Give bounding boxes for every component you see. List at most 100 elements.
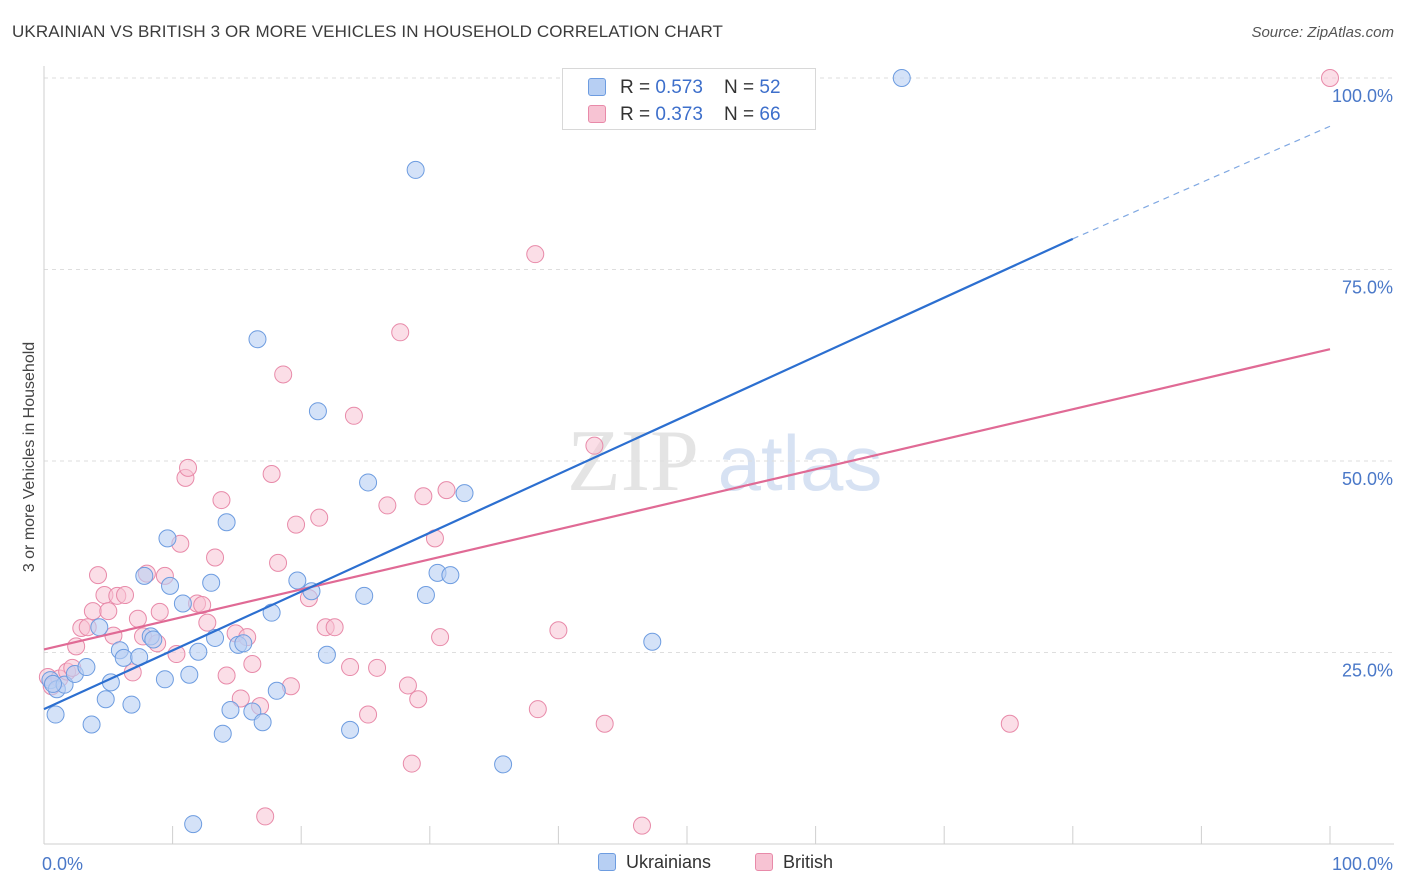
ukrainian-point [416, 586, 435, 605]
british-point [256, 807, 275, 826]
ukrainian-point [96, 690, 115, 709]
british-point [243, 654, 262, 673]
y-tick-label: 50.0% [1342, 469, 1393, 489]
ukrainian-point [173, 594, 192, 613]
ukrainian-point [455, 484, 474, 503]
ukrainian-point [267, 681, 286, 700]
legend-r-value: 0.373 [655, 104, 703, 125]
british-point [378, 496, 397, 515]
british-point [414, 487, 433, 506]
british-point [198, 613, 217, 632]
legend-n-value: 52 [759, 77, 781, 98]
ukrainian-point [82, 715, 101, 734]
british-point [310, 508, 329, 527]
legend-text-british: R = 0.373 N = 66 [620, 104, 781, 126]
legend-swatch-british [588, 105, 606, 123]
legend-swatch-ukrainians [588, 78, 606, 96]
british-trend-line [43, 348, 1331, 651]
legend-r-label: R = [620, 104, 656, 125]
british-point [595, 714, 614, 733]
british-point [391, 323, 410, 342]
british-point [231, 689, 250, 708]
ukrainian-point [234, 634, 253, 653]
bottom-legend-swatch-ukrainians [598, 853, 616, 871]
ukrainian-point [122, 695, 141, 714]
legend-r-value: 0.573 [655, 77, 703, 98]
british-point [398, 676, 417, 695]
watermark: ZIP atlas [567, 413, 882, 510]
british-point [274, 365, 293, 384]
bottom-legend-label-ukrainians: Ukrainians [626, 852, 712, 872]
ukrainian-point [189, 642, 208, 661]
ukrainian-point [494, 755, 513, 774]
british-point [437, 481, 456, 500]
legend-text-ukrainians: R = 0.573 N = 52 [620, 77, 781, 99]
ukrainian-point [77, 658, 96, 677]
ukrainian-point [217, 513, 236, 532]
x-tick-label: 0.0% [42, 854, 83, 874]
bottom-legend-ukrainians[interactable]: Ukrainians [598, 852, 711, 873]
british-point [89, 566, 108, 585]
british-point [99, 602, 118, 621]
british-point [287, 515, 306, 534]
british-point [402, 754, 421, 773]
ukrainian-point [406, 160, 425, 179]
y-tick-label: 25.0% [1342, 661, 1393, 681]
ukrainian-point [161, 576, 180, 595]
british-point [341, 658, 360, 677]
british-point [528, 700, 547, 719]
ukrainian-point [44, 674, 63, 693]
british-point [217, 666, 236, 685]
ukrainian-point [341, 720, 360, 739]
bottom-legend-british[interactable]: British [755, 852, 833, 873]
british-point [368, 658, 387, 677]
ukrainian-point [441, 566, 460, 585]
british-point [344, 406, 363, 425]
watermark-atlas: atlas [718, 419, 883, 507]
british-point [116, 586, 135, 605]
british-points [38, 69, 1339, 835]
british-point [150, 602, 169, 621]
british-point [212, 491, 231, 510]
ukrainian-point [184, 815, 203, 834]
british-point [526, 245, 545, 264]
ukrainian-point [90, 618, 109, 637]
british-point [409, 690, 428, 709]
trend-lines [43, 125, 1331, 711]
british-point [1321, 69, 1339, 87]
british-point [359, 705, 378, 724]
british-point [1000, 714, 1019, 733]
ukrainian-point [221, 700, 240, 719]
british-point [325, 618, 344, 637]
british-point [206, 548, 225, 567]
ukrainian-points [41, 69, 911, 834]
ukrainian-point [46, 705, 65, 724]
british-point [431, 628, 450, 647]
y-tick-label: 100.0% [1332, 86, 1393, 106]
british-point [549, 621, 568, 640]
source-label[interactable]: Source: ZipAtlas.com [1251, 24, 1394, 41]
ukrainian-point [308, 402, 327, 421]
ukrainian-point [892, 69, 911, 87]
legend-r-label: R = [620, 77, 656, 98]
ukrainian-point [288, 571, 307, 590]
british-point [269, 553, 288, 572]
correlation-legend: R = 0.573 N = 52 R = 0.373 N = 66 [562, 68, 816, 130]
ukrainian-point [158, 529, 177, 548]
british-point [83, 602, 102, 621]
ukrainian-trend-extension [1072, 125, 1331, 240]
british-point [128, 609, 147, 628]
bottom-legend-label-british: British [783, 852, 834, 872]
ukrainian-point [155, 670, 174, 689]
ukrainian-trend-line [43, 237, 1074, 711]
ukrainian-point [180, 665, 199, 684]
ukrainian-point [643, 632, 662, 651]
legend-n-label: N = [724, 104, 760, 125]
legend-n-label: N = [724, 77, 760, 98]
bottom-legend-swatch-british [755, 853, 773, 871]
ukrainian-point [202, 573, 221, 592]
ukrainian-point [359, 473, 378, 492]
ukrainian-point [135, 566, 154, 585]
tick-labels: 25.0% 50.0% 75.0% 100.0% 0.0% 100.0% [42, 86, 1393, 874]
